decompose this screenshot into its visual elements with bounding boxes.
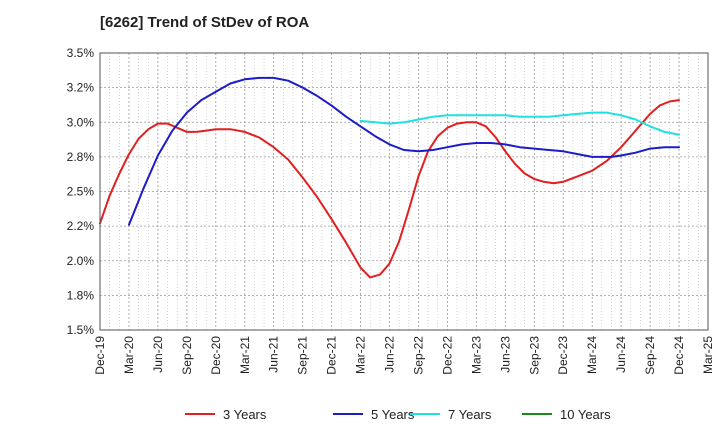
x-axis-labels: Dec-19 Mar-20 Jun-20 Sep-20 Dec-20 Mar-21 Jun-…	[93, 336, 715, 375]
x-tick-label: Jun-22	[383, 336, 397, 373]
y-axis-labels: 1.5% 1.8% 2.0% 2.2% 2.5% 2.8% 3.0% 3.2% 3.5%	[67, 46, 95, 337]
x-tick-label: Dec-20	[209, 336, 223, 375]
y-tick-label: 2.2%	[67, 219, 95, 233]
x-tick-label: Dec-23	[556, 336, 570, 375]
grid	[100, 52, 708, 331]
y-tick-label: 3.2%	[67, 81, 95, 95]
x-tick-label: Sep-20	[180, 336, 194, 375]
legend-label: 5 Years	[371, 407, 415, 422]
x-tick-label: Sep-24	[643, 336, 657, 375]
y-tick-label: 1.5%	[67, 323, 95, 337]
x-tick-label: Mar-22	[354, 336, 368, 374]
x-tick-label: Dec-21	[325, 336, 339, 375]
x-tick-label: Jun-21	[267, 336, 281, 373]
series-line-5-years	[128, 76, 680, 226]
y-tick-label: 3.0%	[67, 115, 95, 129]
series-line-3-years	[99, 99, 680, 279]
x-tick-label: Jun-24	[614, 336, 628, 373]
x-tick-label: Dec-24	[672, 336, 686, 375]
x-tick-label: Jun-23	[498, 336, 512, 373]
legend: 3 Years 5 Years 7 Years 10 Years	[185, 407, 611, 422]
x-tick-label: Mar-24	[585, 336, 599, 374]
y-tick-label: 2.5%	[67, 185, 95, 199]
chart-title: [6262] Trend of StDev of ROA	[100, 14, 310, 31]
x-tick-label: Sep-23	[527, 336, 541, 375]
legend-label: 10 Years	[560, 407, 611, 422]
plot-frame	[99, 52, 709, 331]
legend-label: 7 Years	[448, 407, 492, 422]
legend-label: 3 Years	[223, 407, 267, 422]
series-lines	[99, 76, 680, 279]
x-tick-label: Mar-25	[701, 336, 715, 374]
x-tick-label: Mar-21	[238, 336, 252, 374]
y-tick-label: 2.0%	[67, 254, 95, 268]
x-tick-label: Jun-20	[151, 336, 165, 373]
x-tick-label: Sep-22	[411, 336, 425, 375]
y-tick-label: 2.8%	[67, 150, 95, 164]
x-tick-label: Mar-23	[469, 336, 483, 374]
y-tick-label: 1.8%	[67, 288, 95, 302]
x-tick-label: Sep-21	[296, 336, 310, 375]
x-tick-label: Dec-22	[440, 336, 454, 375]
y-tick-label: 3.5%	[67, 46, 95, 60]
series-line-7-years	[359, 111, 680, 136]
x-tick-label: Mar-20	[122, 336, 136, 374]
x-tick-label: Dec-19	[93, 336, 107, 375]
